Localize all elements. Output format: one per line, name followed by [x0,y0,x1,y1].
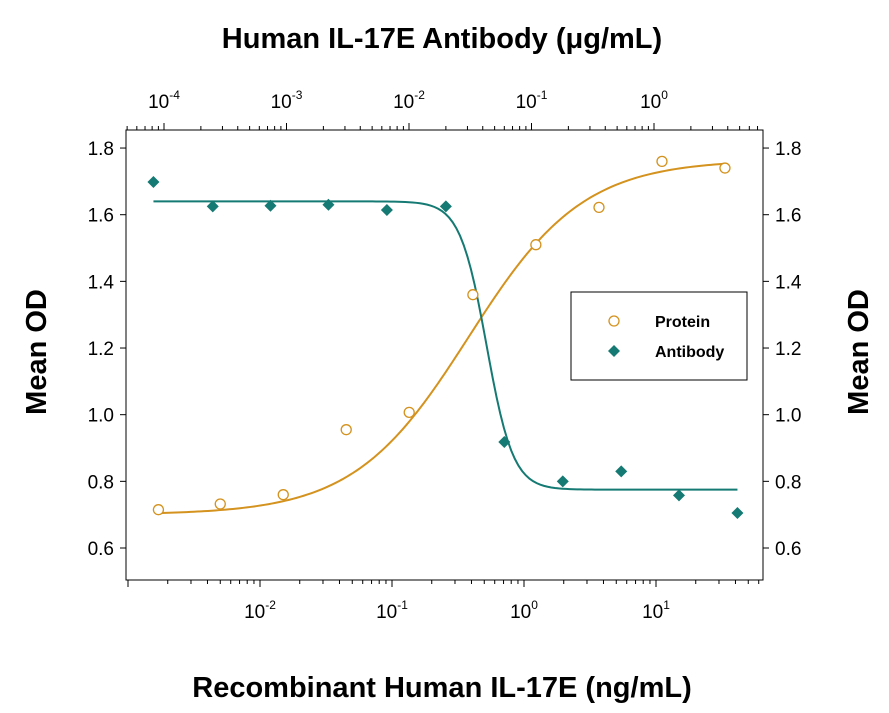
antibody-point [380,204,393,217]
legend: Protein Antibody [570,291,748,381]
protein-point [340,424,352,436]
top-x-tick-label: 10-4 [148,88,180,113]
y-tick-label-left: 1.8 [88,139,114,160]
y-tick-label-left: 1.6 [88,206,114,227]
top-x-tick-label: 10-1 [516,88,548,113]
top-x-tick-label: 10-3 [271,88,303,113]
y-tick-label-left: 1.2 [88,339,114,360]
y-tick-label-right: 1.0 [775,406,801,427]
protein-point [719,162,731,174]
y-tick-label-left: 0.6 [88,539,114,560]
y-tick-label-left: 1.0 [88,406,114,427]
x-axis-ticks: 10-2 10-1 100 101 10-4 10-3 10-2 10-1 100 [126,88,760,623]
data-points [147,155,744,520]
antibody-point [322,198,335,211]
bottom-x-tick-label: 100 [510,598,538,623]
legend-protein-marker [608,315,620,327]
antibody-point [498,436,511,449]
protein-point [467,289,479,301]
y-tick-label-right: 0.6 [775,539,801,560]
bottom-x-tick-label: 10-1 [376,598,408,623]
y-tick-label-left: 1.4 [88,272,115,293]
y-tick-label-right: 0.8 [775,472,801,493]
y-tick-label-left: 0.8 [88,472,114,493]
legend-protein-label: Protein [655,314,710,331]
protein-point [403,406,415,418]
antibody-point [439,200,452,213]
y-tick-label-right: 1.8 [775,139,801,160]
antibody-point [673,489,686,502]
plot-frame [125,129,764,581]
legend-antibody-marker [608,345,620,357]
y-tick-label-right: 1.4 [775,272,802,293]
protein-point [593,201,605,214]
protein-point [530,239,542,251]
legend-antibody-label: Antibody [655,344,724,361]
antibody-point [615,465,628,478]
protein-point [277,489,289,501]
protein-point [214,498,226,510]
top-x-tick-label: 10-2 [393,88,425,113]
legend-box [570,291,748,381]
top-x-axis-title: Human IL-17E Antibody (μg/mL) [222,23,662,55]
protein-fit-curve [158,162,726,515]
fit-curves [153,162,738,515]
antibody-fit-curve [153,200,738,491]
y-tick-label-right: 1.6 [775,206,801,227]
antibody-point [731,507,744,520]
left-y-axis-title: Mean OD [21,289,53,415]
right-y-axis-title: Mean OD [843,289,875,415]
y-tick-label-right: 1.2 [775,339,801,360]
protein-point [152,504,165,516]
antibody-point [556,475,569,488]
antibody-point [264,199,277,212]
bottom-x-tick-label: 10-2 [244,598,276,623]
y-axis-ticks: 0.6 0.6 0.8 0.8 1.0 1.0 1.2 1.2 1.4 1.4 1.6 1.6 1.8 1… [88,139,802,560]
protein-point [656,155,668,168]
antibody-point [206,200,219,213]
bottom-x-axis-title: Recombinant Human IL-17E (ng/mL) [192,672,691,704]
top-x-tick-label: 100 [640,88,668,113]
bottom-x-tick-label: 101 [642,598,670,623]
antibody-point [147,176,160,189]
